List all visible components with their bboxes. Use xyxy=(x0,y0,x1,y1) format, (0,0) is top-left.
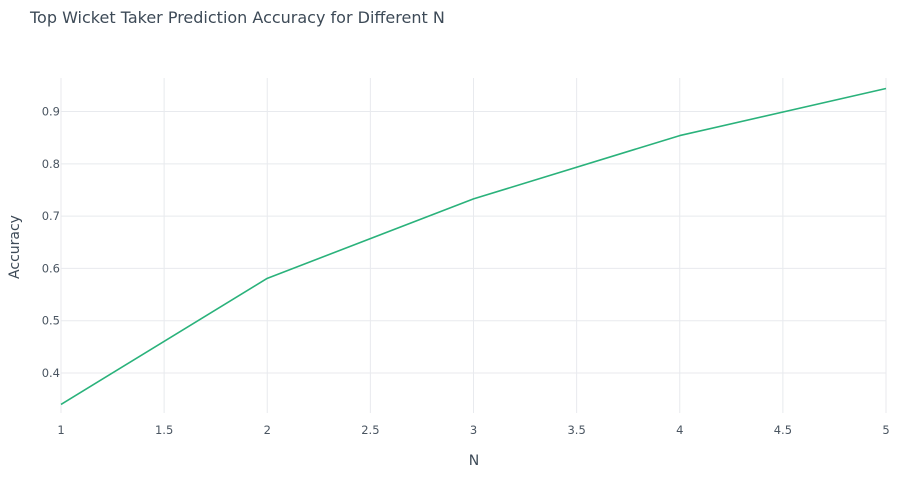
y-axis-title: Accuracy xyxy=(7,215,23,279)
y-tick-label: 0.5 xyxy=(42,314,60,328)
y-tick-label: 0.4 xyxy=(42,366,60,380)
x-tick-label: 3.5 xyxy=(567,423,585,437)
y-tick-label: 0.8 xyxy=(42,157,60,171)
y-axis-ticks: 0.4 0.5 0.6 0.7 0.8 0.9 xyxy=(42,105,60,380)
y-tick-label: 0.6 xyxy=(42,261,60,275)
x-tick-label: 4 xyxy=(676,423,683,437)
chart-title: Top Wicket Taker Prediction Accuracy for… xyxy=(30,8,445,27)
x-axis-title: N xyxy=(469,453,479,469)
x-tick-label: 1 xyxy=(57,423,64,437)
accuracy-series-line xyxy=(60,87,887,406)
x-tick-label: 4.5 xyxy=(774,423,792,437)
x-tick-label: 1.5 xyxy=(155,423,173,437)
x-tick-label: 2.5 xyxy=(361,423,379,437)
x-tick-label: 2 xyxy=(264,423,271,437)
y-tick-label: 0.7 xyxy=(42,209,60,223)
x-axis-ticks: 1 1.5 2 2.5 3 3.5 4 4.5 5 xyxy=(57,423,889,437)
x-tick-label: 5 xyxy=(882,423,889,437)
y-tick-label: 0.9 xyxy=(42,105,60,119)
x-tick-label: 3 xyxy=(470,423,477,437)
series-layer xyxy=(60,87,887,406)
grid-layer xyxy=(60,78,887,413)
